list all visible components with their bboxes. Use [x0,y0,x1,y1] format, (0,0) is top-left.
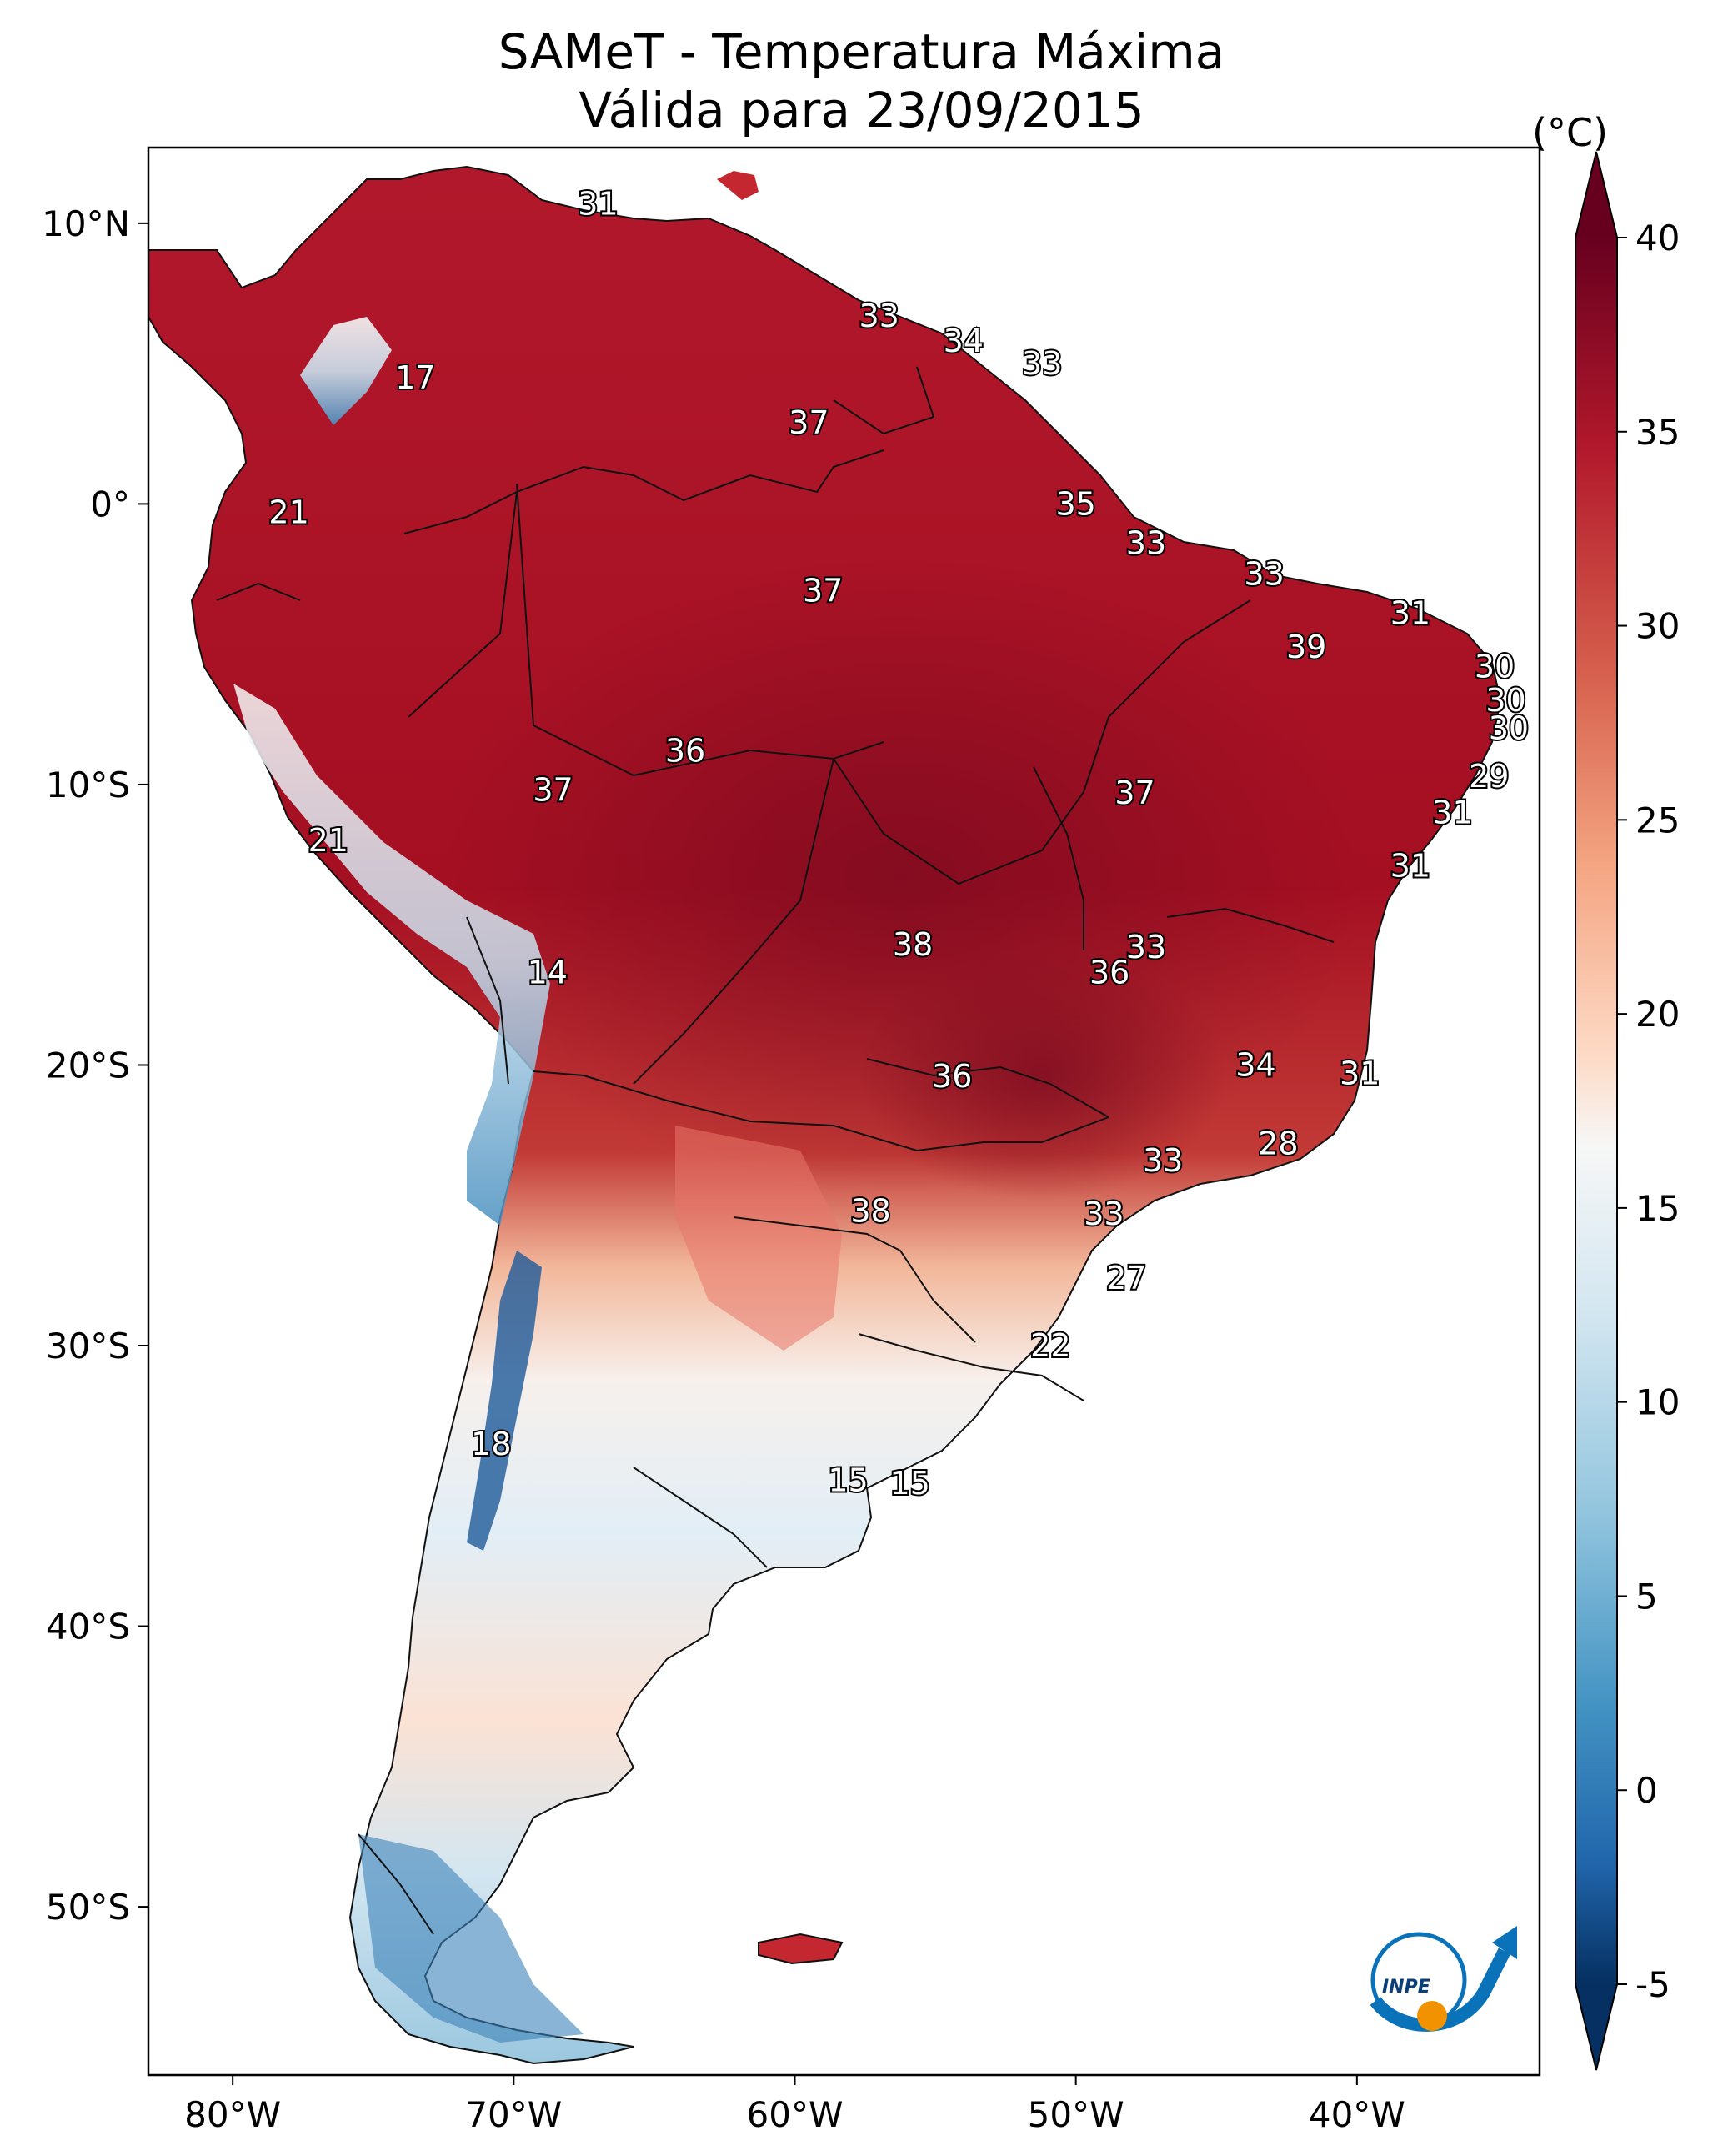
temperature-label: 21 [268,494,308,530]
temperature-colorbar: 40 35 30 25 20 15 10 5 0 -5 [1575,151,1680,2071]
lon-label: 70°W [465,2094,562,2135]
lat-label: 10°S [46,765,130,805]
temperature-label: 31 [1390,848,1430,885]
lat-label: 30°S [46,1326,130,1366]
temperature-label: 37 [803,573,843,609]
map-title: SAMeT - Temperatura Máxima [498,23,1225,80]
colorbar-tick-label: 10 [1635,1382,1680,1423]
colorbar-tick-label: 35 [1635,412,1680,453]
temperature-label: 31 [1340,1055,1380,1092]
temperature-label: 28 [1258,1126,1298,1162]
temperature-label: 33 [859,298,899,334]
colorbar-tick-label: 5 [1635,1576,1658,1617]
temperature-label: 36 [665,733,705,770]
temperature-label: 31 [578,185,618,222]
temperature-label: 15 [828,1462,868,1499]
temperature-label: 30 [1475,649,1515,685]
temperature-label: 33 [1022,345,1062,382]
lat-label: 40°S [46,1607,130,1647]
inpe-logo: INPE [1370,1926,1517,2032]
colorbar-tick-label: 20 [1635,994,1680,1035]
temperature-label: 30 [1489,710,1529,747]
temperature-label: 37 [789,404,829,441]
temperature-label: 30 [1485,682,1525,719]
temperature-label: 22 [1030,1327,1070,1364]
latitude-axis: 10°N 0° 10°S 20°S 30°S 40°S 50°S [42,203,148,1928]
lat-label: 50°S [46,1887,130,1928]
temperature-label: 14 [528,954,568,990]
lat-label: 20°S [46,1045,130,1086]
lon-label: 80°W [184,2094,281,2135]
temperature-label: 37 [533,772,573,809]
temperature-label: 36 [1089,954,1129,990]
temperature-label: 33 [1126,929,1166,965]
temperature-label: 38 [893,926,933,963]
lat-label: 0° [90,484,130,524]
temperature-label: 35 [1055,485,1095,522]
colorbar-tick-label: 40 [1635,218,1680,258]
temperature-label: 31 [1432,795,1472,831]
map-frame [147,146,1541,2077]
temperature-label: 27 [1106,1260,1146,1296]
temperature-label: 18 [471,1426,511,1462]
map-subtitle: Válida para 23/09/2015 [579,82,1144,138]
temperature-label: 33 [1126,525,1166,562]
temperature-label: 17 [395,359,435,396]
temperature-label: 15 [890,1465,930,1502]
colorbar-tick-label: 25 [1635,800,1680,840]
temperature-label: 33 [1084,1196,1124,1232]
temperature-label: 34 [944,323,984,359]
lon-label: 60°W [747,2094,844,2135]
temperature-label: 39 [1286,629,1326,665]
temperature-label: 37 [1114,775,1155,811]
temperature-label: 29 [1469,758,1509,795]
temperature-label: 33 [1143,1142,1183,1179]
inpe-logo-text: INPE [1382,1977,1430,1998]
colorbar-tick-label: 30 [1635,606,1680,647]
colorbar-tick-label: -5 [1635,1964,1670,2005]
colorbar-tick-label: 15 [1635,1188,1680,1229]
temperature-label: 38 [850,1192,890,1229]
lon-label: 40°W [1309,2094,1405,2135]
temperature-label: 33 [1244,556,1284,593]
temperature-label: 36 [932,1058,972,1095]
lon-label: 50°W [1028,2094,1124,2135]
temperature-label: 34 [1235,1046,1275,1083]
lat-label: 10°N [42,203,130,244]
colorbar-tick-label: 0 [1635,1770,1658,1811]
temperature-label: 31 [1390,595,1430,632]
longitude-axis: 80°W 70°W 60°W 50°W 40°W [184,2075,1405,2135]
temperature-label: 21 [308,822,348,859]
colorbar-unit-label: (°C) [1532,110,1609,155]
